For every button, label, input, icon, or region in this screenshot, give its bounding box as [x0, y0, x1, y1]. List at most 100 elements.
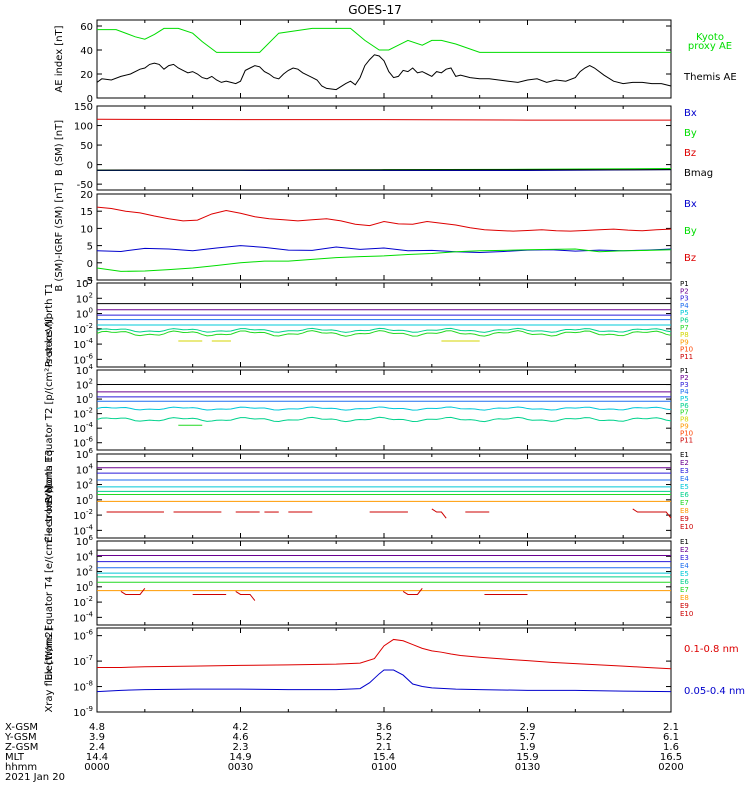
panel-frame	[96, 193, 672, 281]
panel-2: -50 0 50 100 150 B (SM) [nT] Bx By Bz Bmag	[54, 102, 713, 191]
legend-e4: E4	[680, 475, 689, 483]
y-tick-label: 10-2	[73, 322, 93, 336]
legend-p9: P9	[680, 338, 689, 346]
y-tick-label-exponent: -2	[86, 508, 93, 516]
y-tick-label: 10-6	[73, 629, 93, 643]
y-axis-label: Protons Equator T2 [p/(cm²-s-sr-keV)]	[44, 317, 55, 504]
y-tick-label-exponent: -6	[86, 352, 94, 360]
legend-bx: Bx	[684, 199, 697, 210]
legend-p1: P1	[680, 367, 689, 375]
x-tick-value: 15.4	[373, 752, 395, 763]
x-tick-value: 0100	[371, 762, 396, 773]
x-tick-value: 4.6	[233, 732, 249, 743]
legend-p5: P5	[680, 395, 689, 403]
y-tick-label-exponent: 4	[89, 549, 94, 557]
y-tick-label-exponent: -4	[86, 523, 94, 531]
y-tick-label: 0	[87, 259, 93, 270]
legend-p9: P9	[680, 423, 689, 431]
x-row-label-ygsm: Y-GSM	[4, 732, 37, 743]
y-tick-label: 10-2	[73, 595, 93, 609]
y-tick-label: 106	[76, 447, 94, 461]
legend-p3: P3	[680, 295, 689, 303]
legend-e5: E5	[680, 570, 689, 578]
x-tick-value: 5.2	[376, 732, 392, 743]
series-line-e9	[120, 588, 146, 595]
legend-e10: E10	[680, 610, 693, 618]
y-tick-label-exponent: 0	[89, 580, 93, 588]
x-row-label-mlt: MLT	[5, 752, 25, 763]
panel-frame	[96, 540, 672, 626]
y-tick-label: 15	[80, 207, 93, 218]
panel-frame	[96, 19, 672, 99]
y-tick-label: 10-7	[73, 654, 93, 668]
y-tick-label: 40	[80, 46, 93, 57]
y-tick-label: 100	[76, 580, 93, 594]
x-tick-value: 1.6	[663, 742, 679, 753]
legend-p11: P11	[680, 353, 693, 361]
x-tick-value: 4.2	[233, 722, 249, 733]
y-tick-label-exponent: -8	[86, 680, 93, 688]
legend-xray-long: 0.1-0.8 nm	[684, 644, 739, 655]
y-tick-label: 50	[80, 141, 93, 152]
legend-by: By	[684, 128, 697, 139]
legend-p4: P4	[680, 302, 689, 310]
series-line-0-05-0-4-nm	[96, 669, 672, 693]
y-tick-label-exponent: -4	[86, 610, 94, 618]
legend-e8: E8	[680, 507, 689, 515]
legend-p7: P7	[680, 409, 689, 417]
legend-e9: E9	[680, 515, 689, 523]
x-tick-value: 1.9	[520, 742, 536, 753]
legend-e4: E4	[680, 562, 689, 570]
legend-p3: P3	[680, 381, 689, 389]
legend-e7: E7	[680, 586, 689, 594]
y-tick-label: 10-4	[73, 610, 93, 624]
y-tick-label: 10	[80, 224, 93, 235]
x-tick-value: 2.1	[376, 742, 392, 753]
y-tick-label: 102	[76, 565, 93, 579]
y-tick-label: 20	[80, 70, 93, 81]
legend-p2: P2	[680, 374, 689, 382]
y-tick-label: 0	[87, 94, 93, 105]
y-tick-label: 104	[76, 276, 94, 290]
y-tick-label: 104	[76, 549, 94, 563]
y-tick-label-exponent: 2	[89, 378, 93, 386]
series-line-p7	[96, 330, 672, 337]
x-tick-value: 0000	[84, 762, 109, 773]
legend-e1: E1	[680, 538, 689, 546]
y-tick-label-exponent: 0	[89, 493, 93, 501]
x-tick-value: 16.5	[660, 752, 682, 763]
legend-xray-short: 0.05-0.4 nm	[684, 686, 745, 697]
y-tick-label: 100	[76, 307, 93, 321]
series-line-p6	[96, 327, 672, 333]
x-tick-value: 2.3	[233, 742, 249, 753]
x-tick-value: 2.1	[663, 722, 679, 733]
figure-title: GOES-17	[348, 3, 402, 17]
y-tick-label: 150	[74, 102, 93, 113]
series-line-0-1-0-8-nm	[97, 638, 672, 670]
series-line-p6	[96, 416, 672, 423]
y-tick-label: 102	[76, 291, 93, 305]
series-line-bz	[96, 206, 672, 232]
legend-e6: E6	[680, 491, 689, 499]
legend-bz: Bz	[684, 253, 696, 264]
y-axis-label: Electrons North T3	[44, 449, 55, 542]
x-row-label-xgsm: X-GSM	[5, 722, 38, 733]
y-axis-label: AE index [nT]	[54, 25, 65, 92]
legend-e1: E1	[680, 451, 689, 459]
x-date-label: 2021 Jan 20	[5, 772, 65, 783]
y-tick-label: 0	[87, 161, 93, 172]
x-row-label-hhmm: hhmm	[5, 762, 37, 773]
legend-p10: P10	[680, 430, 693, 438]
panel-frame	[96, 453, 672, 539]
legend-by: By	[684, 226, 697, 237]
series-line-p5	[96, 406, 672, 411]
legend-p8: P8	[680, 331, 689, 339]
x-tick-value: 15.9	[516, 752, 538, 763]
legend-bz: Bz	[684, 148, 696, 159]
x-tick-value: 3.9	[89, 732, 105, 743]
panel-frame	[96, 105, 672, 191]
